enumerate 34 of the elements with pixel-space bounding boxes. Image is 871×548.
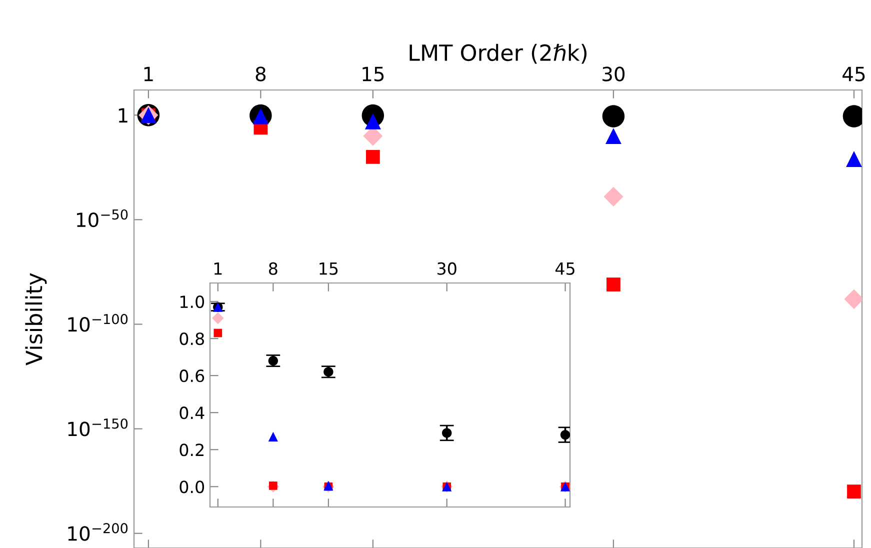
x-tick-label: 30 — [602, 66, 625, 82]
point — [846, 151, 862, 167]
y-tick-label: 10$^{−200}$ — [68, 523, 128, 541]
point — [366, 150, 380, 164]
x-axis-title: LMT Order (2ℏk) — [410, 44, 587, 64]
y-tick-label: 0.6 — [180, 370, 204, 382]
x-tick-label: 8 — [256, 66, 266, 82]
y-tick-label: 0.8 — [180, 332, 204, 346]
point — [268, 482, 278, 490]
x-tick-label: 15 — [320, 262, 338, 275]
x-tick-label: 45 — [555, 262, 574, 275]
point — [268, 432, 278, 442]
x-tick-label: 30 — [438, 262, 456, 275]
x-tick-label: 8 — [268, 262, 278, 275]
point — [602, 105, 625, 128]
point — [212, 312, 224, 324]
y-tick-label: 1 — [118, 108, 128, 122]
y-axis-title: Visibility — [25, 273, 47, 366]
point — [847, 484, 861, 498]
x-tick-label: 45 — [842, 66, 865, 82]
point — [605, 128, 622, 144]
x-tick-label: 1 — [214, 262, 222, 275]
y-tick-label: 1.0 — [180, 295, 204, 308]
y-tick-label: 0.4 — [180, 406, 204, 420]
y-tick-label: 10$^{−150}$ — [68, 418, 128, 436]
x-tick-label: 1 — [144, 66, 153, 82]
x-tick-label: 15 — [362, 66, 384, 82]
point — [606, 278, 620, 292]
y-tick-label: 10$^{−100}$ — [68, 314, 128, 332]
y-tick-label: 10$^{−50}$ — [77, 209, 128, 228]
y-tick-label: 0.2 — [180, 444, 204, 456]
y-tick-label: 0.0 — [180, 480, 204, 494]
point — [604, 186, 624, 206]
point — [214, 328, 222, 338]
